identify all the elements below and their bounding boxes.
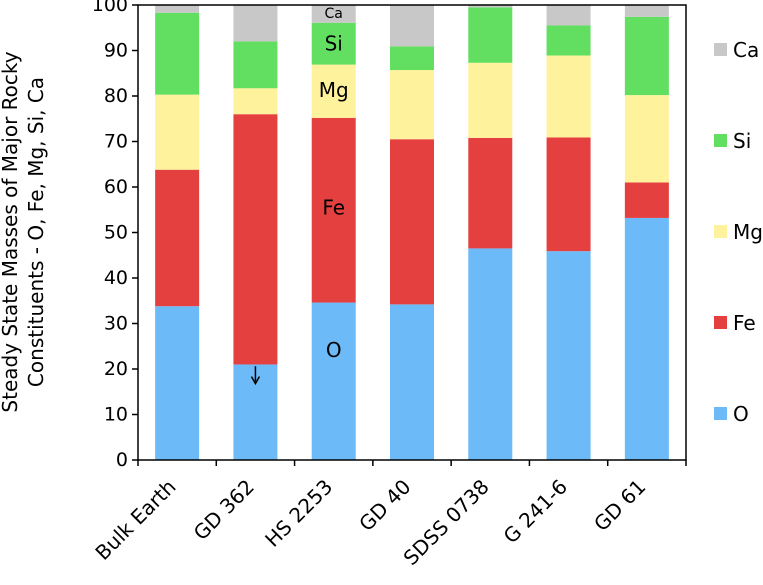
bar-sdss-0738-o [468, 248, 513, 460]
legend-label-ca: Ca [733, 38, 759, 62]
bar-bulk-earth-ca [155, 5, 200, 13]
bar-gd-61-o [624, 217, 669, 460]
legend-label-fe: Fe [733, 311, 756, 335]
bar-annotations: Ca Si Mg Fe O [250, 6, 349, 386]
bar-hs-2253-fe [311, 117, 356, 303]
y-tick-label: 0 [116, 449, 128, 471]
y-tick-label: 90 [104, 40, 128, 62]
bar-gd-362-mg [233, 88, 278, 115]
y-tick-label: 50 [104, 222, 128, 244]
bar-sdss-0738-ca [468, 5, 513, 8]
y-tick-label: 100 [92, 0, 128, 16]
bar-bulk-earth-o [155, 306, 200, 460]
y-tick-label: 10 [104, 404, 128, 426]
bar-gd-40-o [390, 304, 434, 460]
legend-swatch-mg [714, 225, 727, 238]
bar-gd-40-fe [390, 139, 434, 305]
bar-hs-2253-mg [311, 64, 356, 118]
legend: Ca Si Mg Fe O [714, 38, 763, 426]
bar-gd-40-si [390, 46, 434, 71]
annotation-ca: Ca [325, 6, 343, 22]
legend-swatch-o [714, 407, 727, 420]
legend-label-mg: Mg [733, 220, 763, 244]
bar-gd-362-fe [233, 114, 278, 365]
y-axis-label: Steady State Masses of Major Rocky Const… [0, 51, 48, 412]
x-tick-label-bulk-earth: Bulk Earth [91, 475, 181, 565]
bar-hs-2253-o [311, 302, 356, 460]
x-tick-label-gd-40: GD 40 [354, 475, 415, 536]
y-tick-labels: 0 10 20 30 40 50 60 70 80 90 100 [92, 0, 128, 471]
x-tick-label-gd-362: GD 362 [189, 475, 259, 545]
bar-gd-40-mg [390, 70, 434, 140]
annotation-o: O [326, 338, 342, 362]
bar-hs-2253-ca [311, 5, 356, 23]
bar-gd-61-ca [624, 5, 669, 17]
y-tick-label: 20 [104, 358, 128, 380]
bar-sdss-0738-fe [468, 137, 513, 249]
bar-gd-61-si [624, 16, 669, 96]
x-tick-label-g-241-6: G 241-6 [499, 475, 573, 549]
y-axis-label-line-1: Steady State Masses of Major Rocky [0, 51, 22, 412]
legend-swatch-fe [714, 316, 727, 329]
bar-sdss-0738-mg [468, 62, 513, 138]
bar-gd-61-mg [624, 95, 669, 183]
y-tick-label: 40 [104, 267, 128, 289]
legend-label-o: O [733, 402, 749, 426]
bar-gd-61-fe [624, 182, 669, 218]
bar-gd-40-ca [390, 5, 434, 47]
annotation-si: Si [325, 32, 343, 56]
y-tick-label: 80 [104, 85, 128, 107]
legend-label-si: Si [733, 129, 751, 153]
legend-swatch-ca [714, 43, 727, 56]
bar-bulk-earth-fe [155, 169, 200, 307]
bar-bulk-earth-si [155, 12, 200, 95]
bar-g-241-6-ca [546, 5, 591, 26]
legend-swatch-si [714, 134, 727, 147]
down-arrow-icon [250, 366, 261, 386]
bar-hs-2253-si [311, 22, 356, 65]
x-tick-label-gd-61: GD 61 [589, 475, 650, 536]
bar-g-241-6-o [546, 251, 591, 460]
y-tick-label: 30 [104, 313, 128, 335]
bars [155, 5, 669, 460]
annotation-fe: Fe [322, 195, 345, 219]
y-axis-label-line-2: Constituents - O, Fe, Mg, Si, Ca [24, 77, 48, 387]
bar-bulk-earth-mg [155, 94, 200, 170]
bar-g-241-6-mg [546, 55, 591, 138]
annotation-mg: Mg [319, 78, 349, 102]
bar-g-241-6-si [546, 25, 591, 56]
axes [132, 4, 687, 466]
bar-g-241-6-fe [546, 137, 591, 252]
bar-gd-362-si [233, 41, 278, 89]
y-tick-label: 70 [104, 131, 128, 153]
x-tick-label-hs-2253: HS 2253 [260, 475, 337, 552]
y-tick-label: 60 [104, 176, 128, 198]
bar-gd-362-ca [233, 5, 278, 42]
bar-sdss-0738-si [468, 7, 513, 63]
